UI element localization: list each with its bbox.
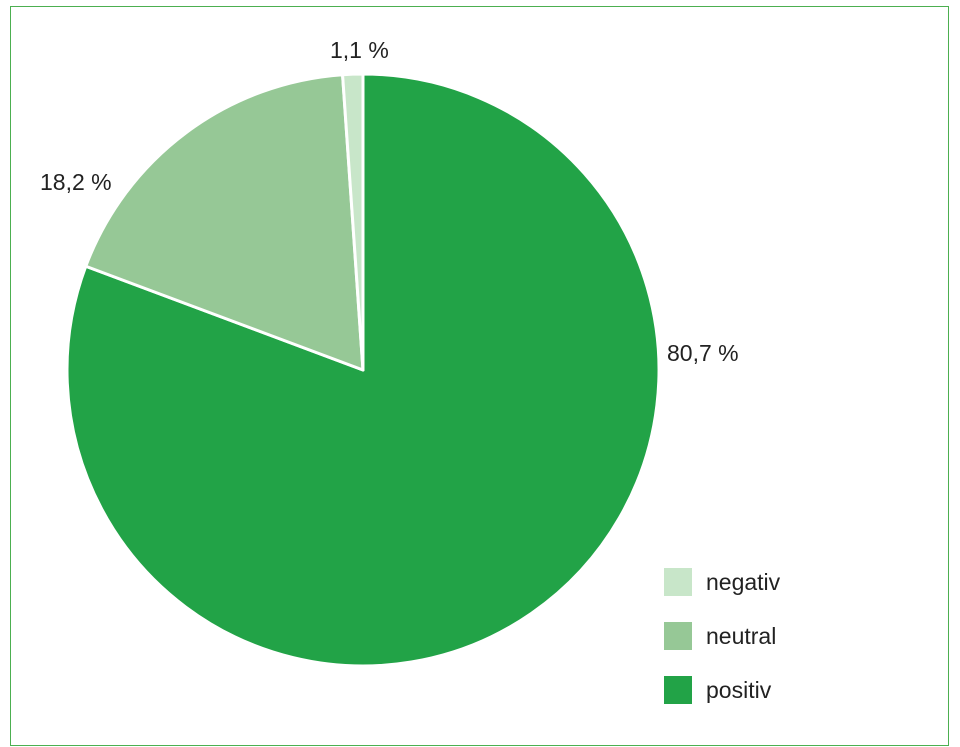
slice-negativ <box>341 72 365 372</box>
legend-label-negativ: negativ <box>706 569 781 595</box>
legend: negativ neutral positiv <box>664 568 781 704</box>
legend-swatch-positiv <box>664 676 692 704</box>
data-labels: 1,1 % 18,2 % 80,7 % <box>40 37 739 366</box>
data-label-negativ: 1,1 % <box>330 37 389 63</box>
legend-label-neutral: neutral <box>706 623 776 649</box>
data-label-neutral: 18,2 % <box>40 169 112 195</box>
data-label-positiv: 80,7 % <box>667 340 739 366</box>
legend-label-positiv: positiv <box>706 677 772 703</box>
legend-swatch-neutral <box>664 622 692 650</box>
pie-slices <box>65 72 661 668</box>
legend-swatch-negativ <box>664 568 692 596</box>
slice-neutral <box>84 73 365 372</box>
